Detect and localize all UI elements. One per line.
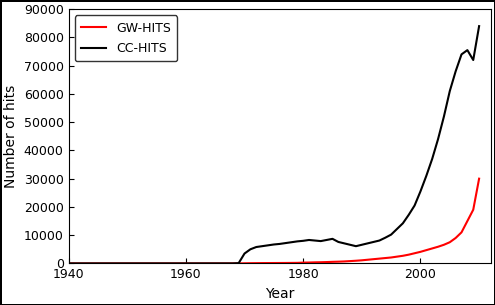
GW-HITS [271, 261, 277, 265]
CC-HITS [470, 58, 476, 62]
CC-HITS [248, 247, 253, 251]
CC-HITS [394, 227, 400, 231]
Line: GW-HITS: GW-HITS [69, 179, 479, 264]
GW-HITS [277, 261, 283, 265]
CC-HITS [277, 242, 283, 246]
GW-HITS [394, 255, 400, 258]
CC-HITS [66, 262, 72, 265]
GW-HITS [66, 262, 72, 265]
GW-HITS [470, 208, 476, 212]
CC-HITS [271, 243, 277, 246]
Line: CC-HITS: CC-HITS [69, 26, 479, 264]
Y-axis label: Number of hits: Number of hits [4, 85, 18, 188]
CC-HITS [476, 24, 482, 28]
GW-HITS [248, 261, 253, 265]
CC-HITS [376, 239, 382, 242]
GW-HITS [476, 177, 482, 181]
GW-HITS [376, 257, 382, 260]
Legend: GW-HITS, CC-HITS: GW-HITS, CC-HITS [75, 16, 177, 61]
X-axis label: Year: Year [265, 287, 295, 301]
